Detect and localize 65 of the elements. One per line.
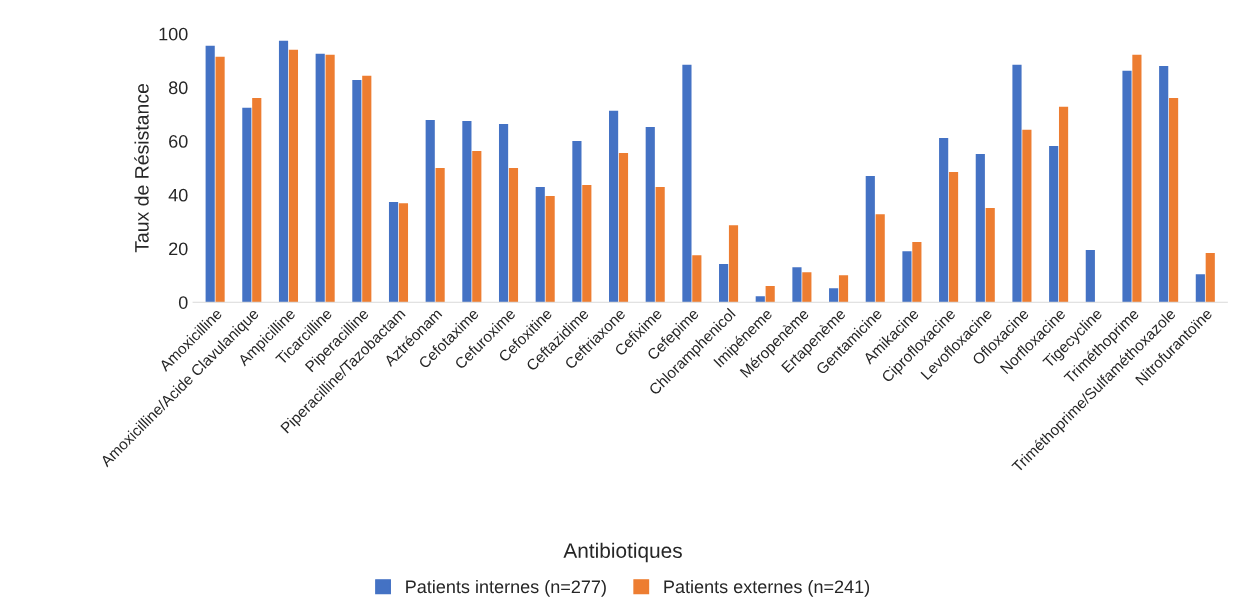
bar <box>535 187 545 303</box>
bar <box>362 75 372 303</box>
bar <box>1195 274 1205 303</box>
bar <box>728 225 739 303</box>
bar <box>398 203 409 303</box>
legend-label: Patients internes (n=277) <box>406 579 606 597</box>
x-axis-title: Antibiotiques <box>563 542 682 563</box>
bar <box>352 79 362 303</box>
bar <box>1085 250 1095 303</box>
y-tick-label: 0 <box>178 296 188 309</box>
bar <box>912 242 922 303</box>
bar <box>498 123 509 303</box>
bar <box>655 187 665 303</box>
bar <box>1132 54 1142 303</box>
bar <box>765 286 775 303</box>
bar <box>755 296 765 303</box>
bar <box>609 110 619 303</box>
bar <box>1049 145 1059 303</box>
y-tick-label: 100 <box>159 27 188 41</box>
bar <box>975 154 985 303</box>
bar <box>462 120 472 303</box>
bar <box>508 167 519 303</box>
bar <box>582 184 592 303</box>
bar <box>325 54 335 303</box>
bar <box>215 56 225 303</box>
bar <box>205 45 215 303</box>
y-axis-title: Taux de Résistance <box>134 83 149 253</box>
bar <box>1022 129 1032 303</box>
y-tick-label: 60 <box>169 135 188 148</box>
bar <box>792 267 802 303</box>
bar <box>902 251 912 303</box>
bar <box>838 275 849 303</box>
bar <box>948 171 959 303</box>
y-tick-label: 40 <box>168 188 188 202</box>
y-tick-label: 80 <box>168 81 188 95</box>
bar <box>1012 64 1022 303</box>
bar <box>802 272 812 303</box>
legend-label: Patients externes (n=241) <box>664 579 870 597</box>
bar <box>1205 253 1215 303</box>
bar <box>1122 70 1132 303</box>
bar <box>435 167 445 303</box>
bar <box>242 107 252 303</box>
bar <box>618 152 629 303</box>
bar <box>288 49 299 303</box>
bar <box>682 64 692 303</box>
bar <box>1169 97 1179 303</box>
bar <box>829 288 839 303</box>
bar <box>719 264 729 303</box>
bar <box>939 137 949 303</box>
bar <box>692 255 702 303</box>
bar <box>545 195 555 303</box>
bar <box>985 207 995 303</box>
bar <box>425 119 435 303</box>
bar <box>278 40 289 303</box>
y-tick-label: 20 <box>169 242 188 256</box>
bar <box>1159 65 1169 303</box>
bar <box>1058 106 1069 303</box>
bar <box>388 202 399 303</box>
bar <box>315 53 325 303</box>
bar <box>875 214 885 303</box>
bar <box>865 176 875 303</box>
bar <box>645 126 655 303</box>
bar <box>572 141 582 303</box>
bar <box>472 151 482 303</box>
bar <box>252 97 262 303</box>
